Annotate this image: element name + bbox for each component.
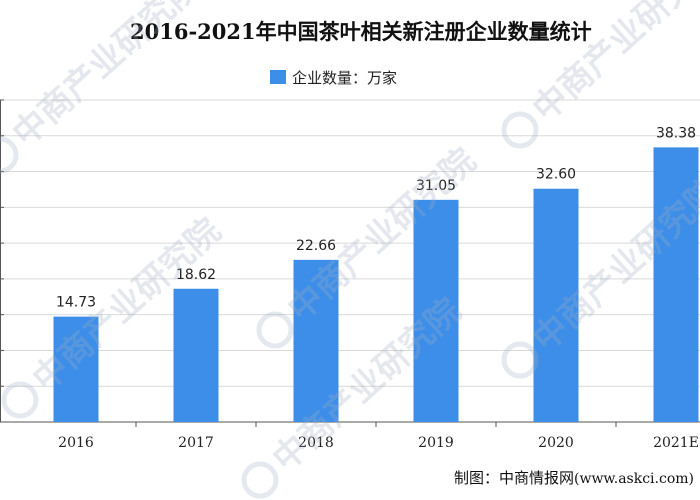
data-label-2020: 32.60 bbox=[536, 167, 576, 183]
bar-2020 bbox=[533, 188, 579, 422]
credit-prefix: 制图：中商情报网 bbox=[453, 469, 574, 487]
legend: 企业数量：万家 bbox=[270, 66, 397, 88]
bar-2018 bbox=[293, 259, 339, 422]
x-tick-label-2016: 2016 bbox=[58, 435, 94, 451]
data-label-2016: 14.73 bbox=[56, 295, 96, 311]
x-tick-label-2021E: 2021E bbox=[653, 435, 699, 451]
legend-label: 企业数量：万家 bbox=[292, 68, 398, 87]
data-label-2018: 22.66 bbox=[296, 238, 336, 254]
data-label-2017: 18.62 bbox=[176, 267, 216, 283]
bar-2017 bbox=[173, 288, 219, 422]
legend-swatch bbox=[270, 70, 286, 84]
x-tick-label-2019: 2019 bbox=[418, 435, 454, 451]
bar-2016 bbox=[53, 316, 99, 422]
bar-2019 bbox=[413, 199, 459, 422]
bar-2021E bbox=[653, 147, 699, 422]
x-tick-label-2017: 2017 bbox=[178, 435, 214, 451]
data-label-2021E: 38.38 bbox=[656, 125, 696, 141]
data-label-2019: 31.05 bbox=[416, 178, 456, 194]
x-tick-label-2018: 2018 bbox=[298, 435, 334, 451]
x-tick-label-2020: 2020 bbox=[538, 435, 574, 451]
credit-site: (www.askci.com) bbox=[574, 471, 694, 487]
chart-title: 2016-2021年中国茶叶相关新注册企业数量统计 bbox=[130, 19, 592, 44]
credit-text: 制图：中商情报网(www.askci.com) bbox=[454, 467, 694, 488]
